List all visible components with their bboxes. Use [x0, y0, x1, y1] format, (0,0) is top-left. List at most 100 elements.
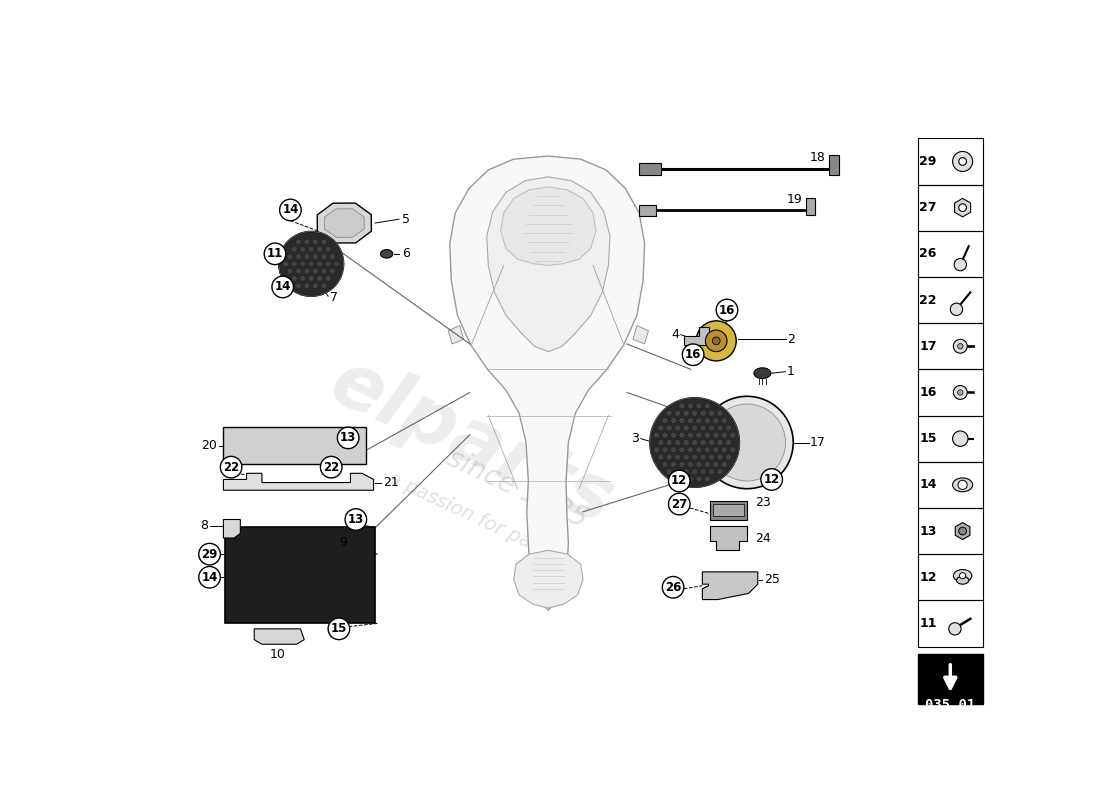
Polygon shape: [653, 432, 660, 438]
Text: 20: 20: [201, 439, 218, 452]
Polygon shape: [674, 410, 681, 416]
Polygon shape: [304, 269, 310, 274]
Polygon shape: [324, 209, 364, 238]
Polygon shape: [670, 418, 676, 423]
Text: elparts: elparts: [318, 345, 625, 540]
Polygon shape: [683, 440, 690, 446]
Text: 14: 14: [283, 203, 298, 217]
Polygon shape: [662, 447, 668, 453]
Polygon shape: [679, 418, 685, 423]
Ellipse shape: [954, 570, 972, 582]
Circle shape: [959, 573, 966, 578]
Polygon shape: [688, 447, 694, 453]
Bar: [917, 654, 983, 704]
Text: 7: 7: [330, 291, 338, 304]
Polygon shape: [674, 454, 681, 460]
Text: 6: 6: [403, 247, 410, 260]
Text: 23: 23: [755, 496, 770, 509]
Circle shape: [959, 527, 967, 535]
Polygon shape: [514, 550, 583, 608]
Text: 4: 4: [671, 328, 680, 341]
Polygon shape: [666, 410, 672, 416]
Polygon shape: [688, 462, 694, 467]
Circle shape: [950, 303, 962, 315]
Circle shape: [705, 330, 727, 352]
Text: 035 01: 035 01: [925, 698, 976, 712]
Polygon shape: [299, 261, 306, 266]
Polygon shape: [708, 410, 715, 416]
Text: 22: 22: [223, 461, 239, 474]
Bar: [917, 600, 983, 646]
Polygon shape: [326, 261, 331, 266]
Text: 27: 27: [920, 201, 937, 214]
Text: 2: 2: [788, 333, 795, 346]
Text: 16: 16: [718, 303, 735, 317]
Text: 8: 8: [200, 519, 208, 532]
Polygon shape: [713, 447, 719, 453]
Text: since 1985: since 1985: [443, 444, 592, 534]
Polygon shape: [321, 269, 327, 274]
Circle shape: [716, 299, 738, 321]
Text: 16: 16: [920, 386, 936, 399]
Polygon shape: [679, 403, 685, 409]
Polygon shape: [326, 276, 331, 281]
Polygon shape: [692, 454, 697, 460]
Circle shape: [669, 494, 690, 515]
Polygon shape: [321, 283, 327, 289]
Polygon shape: [317, 246, 322, 252]
Circle shape: [701, 396, 793, 489]
Text: 17: 17: [810, 436, 826, 449]
Polygon shape: [700, 469, 706, 474]
Circle shape: [696, 321, 736, 361]
Text: 1: 1: [788, 365, 795, 378]
Polygon shape: [704, 432, 711, 438]
Polygon shape: [317, 203, 372, 243]
Polygon shape: [722, 418, 727, 423]
Polygon shape: [296, 283, 301, 289]
Circle shape: [199, 543, 220, 565]
Polygon shape: [695, 447, 702, 453]
Text: 12: 12: [763, 473, 780, 486]
Text: 21: 21: [383, 476, 398, 489]
Circle shape: [682, 344, 704, 366]
Polygon shape: [450, 156, 645, 610]
Polygon shape: [304, 239, 310, 245]
Text: 26: 26: [664, 581, 681, 594]
Circle shape: [272, 276, 294, 298]
Polygon shape: [713, 462, 719, 467]
Polygon shape: [717, 454, 724, 460]
Circle shape: [953, 431, 968, 446]
Polygon shape: [704, 462, 711, 467]
Polygon shape: [688, 403, 694, 409]
Circle shape: [958, 390, 962, 395]
Bar: [917, 277, 983, 323]
Polygon shape: [312, 283, 319, 289]
Text: 14: 14: [920, 478, 937, 491]
Polygon shape: [683, 469, 690, 474]
Bar: [917, 415, 983, 462]
Polygon shape: [670, 447, 676, 453]
Polygon shape: [666, 425, 672, 430]
Polygon shape: [700, 454, 706, 460]
Polygon shape: [308, 261, 315, 266]
Circle shape: [320, 456, 342, 478]
Polygon shape: [708, 469, 715, 474]
Polygon shape: [711, 526, 747, 550]
Text: 12: 12: [671, 474, 688, 487]
Circle shape: [279, 199, 301, 221]
Text: 14: 14: [275, 281, 290, 294]
Text: 14: 14: [201, 570, 218, 584]
Circle shape: [669, 470, 690, 492]
Ellipse shape: [953, 478, 972, 492]
Polygon shape: [326, 246, 331, 252]
Polygon shape: [700, 425, 706, 430]
Polygon shape: [674, 469, 681, 474]
Polygon shape: [717, 425, 724, 430]
Polygon shape: [729, 447, 736, 453]
Circle shape: [953, 151, 972, 171]
Bar: [639, 206, 656, 216]
Polygon shape: [695, 418, 702, 423]
Polygon shape: [692, 469, 697, 474]
Polygon shape: [296, 239, 301, 245]
Bar: [917, 230, 983, 277]
